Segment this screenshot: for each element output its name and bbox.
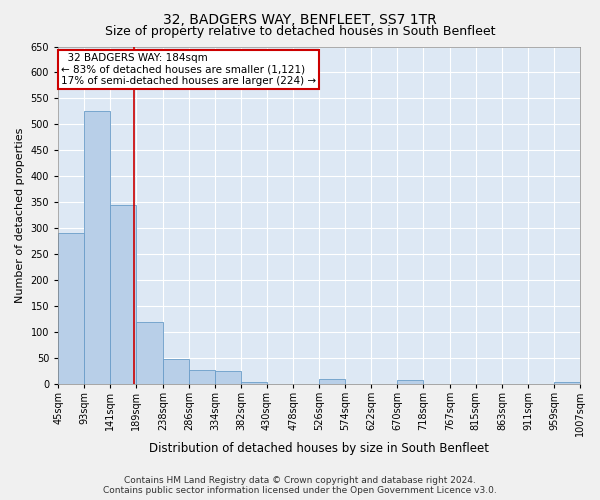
Text: 32 BADGERS WAY: 184sqm  
← 83% of detached houses are smaller (1,121)
17% of sem: 32 BADGERS WAY: 184sqm ← 83% of detached… [61,52,316,86]
Bar [215,371,241,384]
Bar [84,112,110,384]
Text: 32, BADGERS WAY, BENFLEET, SS7 1TR: 32, BADGERS WAY, BENFLEET, SS7 1TR [163,12,437,26]
Bar [136,322,163,384]
Bar [110,205,136,384]
X-axis label: Distribution of detached houses by size in South Benfleet: Distribution of detached houses by size … [149,442,489,455]
Text: Size of property relative to detached houses in South Benfleet: Size of property relative to detached ho… [105,25,495,38]
Text: Contains HM Land Registry data © Crown copyright and database right 2024.
Contai: Contains HM Land Registry data © Crown c… [103,476,497,495]
Y-axis label: Number of detached properties: Number of detached properties [15,128,25,303]
Bar [241,382,267,384]
Bar [58,234,84,384]
Bar [397,380,423,384]
Bar [163,359,189,384]
Bar [554,382,580,384]
Bar [319,379,345,384]
Bar [189,370,215,384]
